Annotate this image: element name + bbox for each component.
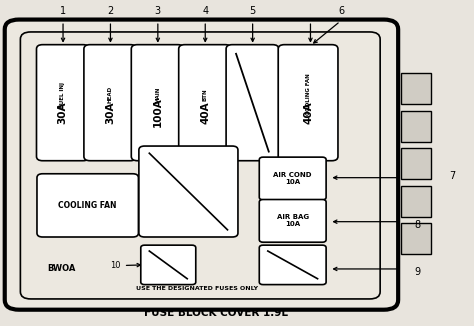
- Text: 8: 8: [414, 220, 420, 230]
- FancyBboxPatch shape: [84, 45, 137, 161]
- FancyBboxPatch shape: [259, 157, 326, 200]
- Text: 5: 5: [249, 7, 256, 16]
- Bar: [401, 148, 431, 179]
- Text: AIR BAG
10A: AIR BAG 10A: [277, 215, 309, 227]
- Text: 10: 10: [110, 261, 140, 270]
- Text: 1: 1: [60, 7, 66, 16]
- Text: 30A: 30A: [105, 101, 115, 124]
- Text: 3: 3: [155, 7, 161, 16]
- Text: COOLING FAN: COOLING FAN: [58, 201, 117, 210]
- FancyBboxPatch shape: [259, 245, 326, 285]
- Text: 6: 6: [338, 7, 344, 16]
- Bar: [401, 186, 431, 217]
- Text: 40A: 40A: [200, 101, 210, 124]
- Text: MAIN: MAIN: [155, 86, 160, 103]
- Text: BTN: BTN: [202, 88, 208, 101]
- Text: 2: 2: [107, 7, 114, 16]
- Text: 100A: 100A: [153, 97, 163, 127]
- Text: COOLING FAN: COOLING FAN: [306, 74, 310, 115]
- Text: AIR COND
10A: AIR COND 10A: [273, 172, 312, 185]
- Text: HEAD: HEAD: [108, 86, 113, 103]
- FancyBboxPatch shape: [259, 200, 326, 242]
- FancyBboxPatch shape: [37, 174, 138, 237]
- Text: FUSE BLOCK COVER 1.9L: FUSE BLOCK COVER 1.9L: [144, 308, 288, 318]
- Text: 40A: 40A: [303, 101, 313, 124]
- FancyBboxPatch shape: [36, 45, 89, 161]
- Text: 30A: 30A: [58, 101, 68, 124]
- Bar: [401, 223, 431, 254]
- FancyBboxPatch shape: [226, 45, 279, 161]
- Text: FUEL INJ: FUEL INJ: [60, 82, 65, 108]
- Text: BWOA: BWOA: [47, 264, 76, 274]
- Bar: [401, 73, 431, 104]
- FancyBboxPatch shape: [141, 245, 196, 285]
- Text: USE THE DESIGNATED FUSES ONLY: USE THE DESIGNATED FUSES ONLY: [136, 286, 258, 291]
- Text: 4: 4: [202, 7, 208, 16]
- Bar: [401, 111, 431, 142]
- Text: 9: 9: [414, 267, 420, 277]
- FancyBboxPatch shape: [179, 45, 231, 161]
- FancyBboxPatch shape: [278, 45, 338, 161]
- FancyBboxPatch shape: [139, 146, 238, 237]
- FancyBboxPatch shape: [131, 45, 184, 161]
- FancyBboxPatch shape: [5, 20, 398, 310]
- Text: 7: 7: [449, 171, 456, 181]
